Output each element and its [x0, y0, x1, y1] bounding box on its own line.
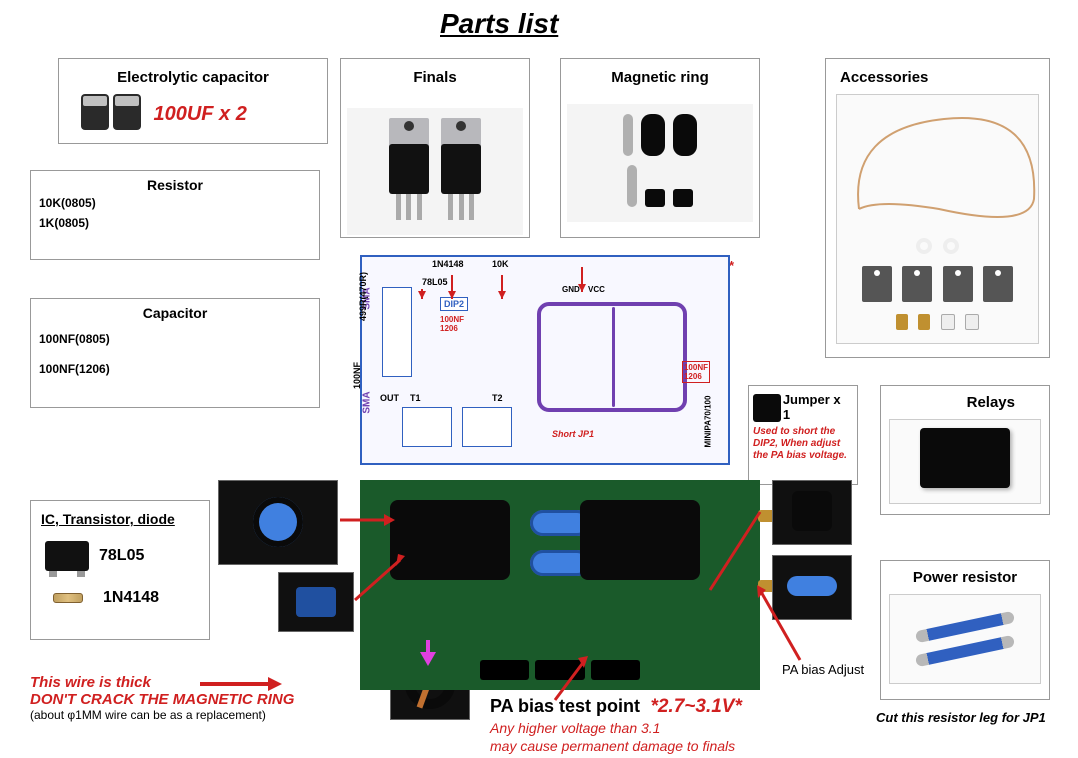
pcb-out: OUT: [380, 393, 399, 403]
ic-1n4148: 1N4148: [103, 589, 159, 607]
jumper-title: Jumper x 1: [781, 390, 853, 426]
pcb-gnd: GND: [562, 285, 580, 294]
coil-icon: [530, 510, 590, 536]
ic-78l05: 78L05: [99, 547, 144, 565]
box-relays: Relays: [880, 385, 1050, 515]
ferrite-small: [645, 189, 665, 207]
photo-detail-1: [218, 480, 338, 565]
thickwire-1: This wire is thick: [30, 674, 294, 691]
box-accessories: Accessories: [825, 58, 1050, 358]
insulator-pad: [983, 266, 1013, 302]
photo-detail-2: [278, 572, 354, 632]
box-powres: Power resistor: [880, 560, 1050, 700]
pa-warn-1: Any higher voltage than 3.1: [490, 720, 660, 736]
brass-connector: [918, 314, 930, 330]
jumper-image: [753, 394, 781, 422]
finals-title: Finals: [347, 65, 523, 90]
thickwire-3: (about φ1MM wire can be as a replacement…: [30, 708, 294, 722]
diode-icon: [53, 593, 83, 603]
sma-label: SMA: [362, 391, 373, 413]
powres-title: Power resistor: [885, 565, 1045, 590]
ferrite-small: [673, 189, 693, 207]
insulator-pad: [943, 266, 973, 302]
box-ecap: Electrolytic capacitor 100UF x 2: [58, 58, 328, 144]
pa-voltage: *2.7~3.1V*: [650, 696, 741, 717]
pcb-vcc: VCC: [588, 285, 605, 294]
white-connector: [941, 314, 955, 330]
box-icdiode: IC, Transistor, diode 78L05 1N4148: [30, 500, 210, 640]
magring-title: Magnetic ring: [567, 65, 753, 90]
pa-warn-2: may cause permanent damage to finals: [490, 738, 735, 754]
finals-transistor-2: [441, 118, 481, 220]
pcb-shortjp1: Short JP1: [552, 429, 594, 439]
nylon-washer: [943, 238, 959, 254]
thickwire-2: DON'T CRACK THE MAGNETIC RING: [30, 691, 294, 708]
ferrite-core: [641, 114, 665, 156]
pcb-t1: T1: [410, 393, 421, 403]
capacitor-item-2: 100NF(1206): [31, 359, 319, 379]
capacitor-title: Capacitor: [31, 299, 319, 321]
pcb-t2: T2: [492, 393, 503, 403]
box-magring: Magnetic ring: [560, 58, 760, 238]
pcb-100nf-1206: 100NF1206: [682, 361, 710, 383]
resistor-title: Resistor: [31, 171, 319, 193]
resistor-item-2: 1K(0805): [31, 213, 319, 233]
accessories-title: Accessories: [832, 65, 1043, 90]
box-finals: Finals: [340, 58, 530, 238]
nylon-washer: [916, 238, 932, 254]
pa-adjust-label: PA bias Adjust: [782, 662, 864, 677]
photo-detail-4: [772, 555, 852, 620]
ecap-value: 100UF x 2: [153, 103, 246, 126]
page-title: Parts list: [440, 8, 558, 40]
pcb-boardid: MINIPA70/100: [704, 396, 713, 448]
finals-transistor-1: [389, 118, 429, 220]
ecap-title: Electrolytic capacitor: [69, 65, 317, 90]
wire-loop-icon: [839, 99, 1049, 239]
ferrite-tube: [623, 114, 633, 156]
white-connector: [965, 314, 979, 330]
photo-detail-3: [772, 480, 852, 545]
box-jumper: Jumper x 1 Used to short the DIP2, When …: [748, 385, 858, 485]
relay-image: [920, 428, 1010, 488]
box-capacitor: Capacitor 100NF(0805) 100NF(1206): [30, 298, 320, 408]
brass-connector: [896, 314, 908, 330]
box-resistor: Resistor 10K(0805) 1K(0805): [30, 170, 320, 260]
pcb-100nf-side: 100NF: [352, 362, 362, 389]
ecap-image: [81, 94, 141, 135]
powres-note: Cut this resistor leg for JP1: [876, 710, 1046, 725]
insulator-pad: [862, 266, 892, 302]
resistor-item-1: 10K(0805): [31, 193, 319, 213]
pcb-layout-diagram: SMA SMA 499R(470R) 100NF 1N4148 10K 78L0…: [360, 255, 730, 465]
ferrite-core: [673, 114, 697, 156]
insulator-pad: [902, 266, 932, 302]
relays-title: Relays: [885, 390, 1045, 415]
assembled-pcb-photo: [360, 480, 760, 690]
sot-chip-icon: [45, 541, 89, 571]
icdiode-title: IC, Transistor, diode: [37, 507, 203, 531]
ferrite-tube: [627, 165, 637, 207]
capacitor-item-1: 100NF(0805): [31, 329, 319, 349]
pa-test-label: PA bias test point: [490, 696, 640, 716]
jumper-note: Used to short the DIP2, When adjust the …: [753, 426, 853, 462]
coil-icon: [530, 550, 590, 576]
